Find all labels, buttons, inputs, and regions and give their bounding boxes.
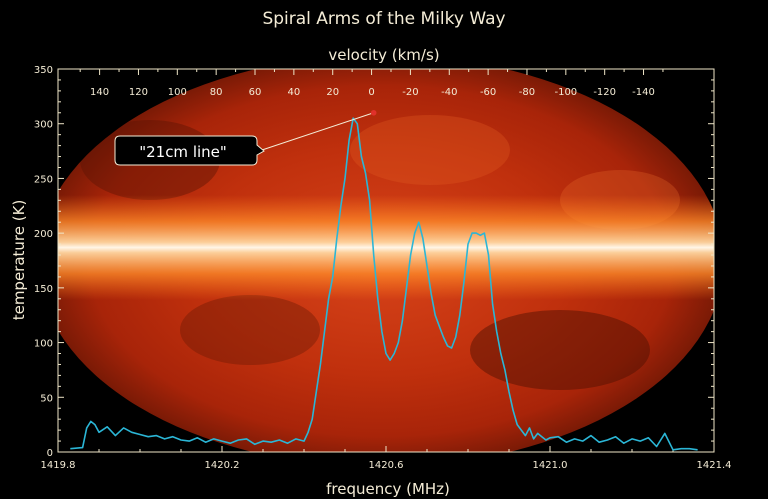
x-tick-label: 1421.4 [697,460,732,471]
annotation-marker [370,109,377,116]
velocity-tick-label: 100 [168,87,187,98]
velocity-tick-label: 80 [210,87,223,98]
velocity-tick-label: 40 [287,87,300,98]
velocity-tick-label: 140 [90,87,109,98]
y-tick-label: 50 [40,393,53,404]
velocity-tick-label: -60 [480,87,496,98]
x-tick-label: 1420.2 [205,460,240,471]
velocity-tick-label: -120 [593,87,616,98]
y-tick-labels: 0 50 100 150 200 250 300 350 [34,65,53,459]
milky-way-background [58,69,714,452]
annotation-label: "21cm line" [139,143,227,161]
y-tick-label: 100 [34,339,53,350]
y-tick-label: 350 [34,65,53,76]
velocity-tick-label: -80 [519,87,535,98]
velocity-tick-label: 60 [249,87,262,98]
velocity-tick-label: 0 [368,87,374,98]
x-tick-label: 1419.8 [41,460,76,471]
y-tick-label: 200 [34,229,53,240]
velocity-tick-label: 120 [129,87,148,98]
x-tick-label: 1420.6 [369,460,404,471]
velocity-tick-labels: 140 120 100 80 60 40 20 0 -20 -40 -60 -80 -100 -120 -1… [90,87,655,98]
velocity-tick-label: -20 [402,87,418,98]
y-tick-label: 0 [47,448,53,459]
y-tick-label: 150 [34,284,53,295]
x-axis-label: frequency (MHz) [326,480,450,498]
velocity-axis-label: velocity (km/s) [328,46,439,64]
velocity-tick-label: -140 [632,87,655,98]
velocity-tick-label: -40 [441,87,457,98]
annotation-callout-box [114,135,265,166]
x-tick-label: 1421.0 [533,460,568,471]
annotation-leader-line [261,112,374,151]
y-tick-label: 300 [34,120,53,131]
x-tick-labels: 1419.8 1420.2 1420.6 1421.0 1421.4 [41,460,732,471]
series-line [70,117,698,451]
velocity-tick-label: 20 [326,87,339,98]
annotation-21cm: "21cm line" [114,109,377,166]
velocity-tick-label: -100 [554,87,577,98]
chart-title: Spiral Arms of the Milky Way [262,9,505,29]
y-axis-label: temperature (K) [10,200,28,321]
axis-ticks [57,68,715,453]
y-tick-label: 250 [34,174,53,185]
